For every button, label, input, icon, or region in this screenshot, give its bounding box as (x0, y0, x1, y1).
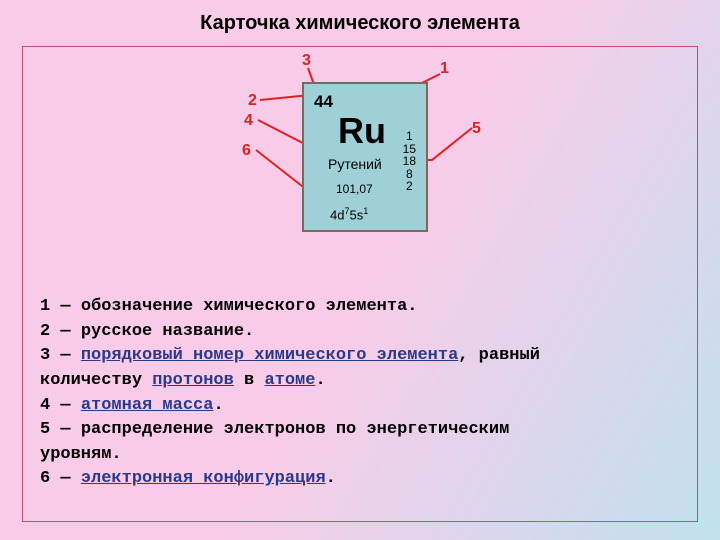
shell-value: 2 (403, 180, 416, 193)
atomic-mass: 101,07 (336, 182, 373, 196)
electron-config: 4d75s1 (330, 206, 368, 222)
page-title: Карточка химического элемента (0, 0, 720, 35)
callout-label-6: 6 (242, 142, 251, 160)
element-symbol: Ru (338, 110, 386, 152)
shell-value: 18 (403, 155, 416, 168)
electron-shells: 1151882 (403, 130, 416, 193)
legend-line: 6 — электронная конфигурация. (40, 467, 680, 492)
legend: 1 — обозначение химического элемента.2 —… (40, 295, 680, 492)
callout-label-2: 2 (248, 92, 257, 110)
legend-line: 4 — атомная масса. (40, 394, 680, 419)
element-card: 44 Ru Рутений 101,07 4d75s1 1151882 (302, 82, 428, 232)
callout-label-4: 4 (244, 112, 253, 130)
legend-line: количеству протонов в атоме. (40, 369, 680, 394)
callout-label-3: 3 (302, 52, 311, 70)
atomic-number: 44 (314, 92, 333, 112)
legend-line: 2 — русское название. (40, 320, 680, 345)
legend-line: 3 — порядковый номер химического элемент… (40, 344, 680, 369)
callout-label-5: 5 (472, 120, 481, 138)
shell-value: 1 (403, 130, 416, 143)
element-name: Рутений (328, 156, 382, 172)
legend-line: 1 — обозначение химического элемента. (40, 295, 680, 320)
callout-label-1: 1 (440, 60, 449, 78)
diagram-area: 44 Ru Рутений 101,07 4d75s1 1151882 1 2 3 4… (0, 50, 720, 280)
legend-line: уровням. (40, 443, 680, 468)
legend-line: 5 — распределение электронов по энергети… (40, 418, 680, 443)
card-inner: 44 Ru Рутений 101,07 4d75s1 1151882 (308, 88, 422, 226)
